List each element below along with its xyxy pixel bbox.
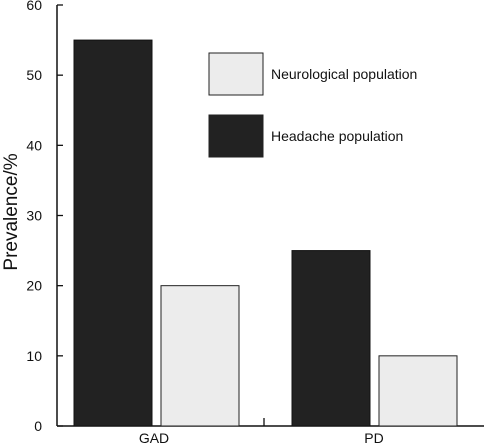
y-tick-label: 10 [26, 348, 42, 364]
y-tick-label: 20 [26, 278, 42, 294]
bar-neurological-gad [160, 285, 240, 427]
legend-label-headache: Headache population [271, 128, 403, 144]
legend-label-neurological: Neurological population [271, 66, 417, 82]
y-tick-label: 30 [26, 208, 42, 224]
labels: 0 10 20 30 40 50 60 GAD PD Prevalence/% [1, 0, 384, 446]
bars [73, 39, 458, 427]
y-tick-label: 60 [26, 0, 42, 13]
x-category-label: PD [364, 430, 383, 446]
bar-headache-gad [73, 39, 153, 427]
legend: Neurological population Headache populati… [208, 52, 417, 158]
y-axis-title: Prevalence/% [1, 153, 22, 270]
bar-headache-pd [291, 250, 371, 427]
y-tick-label: 40 [26, 137, 42, 153]
x-category-label: GAD [139, 430, 169, 446]
bar-neurological-pd [378, 355, 458, 427]
y-tick-label: 50 [26, 67, 42, 83]
legend-swatch-headache [208, 114, 264, 158]
legend-swatch-neurological [208, 52, 264, 96]
y-tick-label: 0 [34, 418, 42, 434]
